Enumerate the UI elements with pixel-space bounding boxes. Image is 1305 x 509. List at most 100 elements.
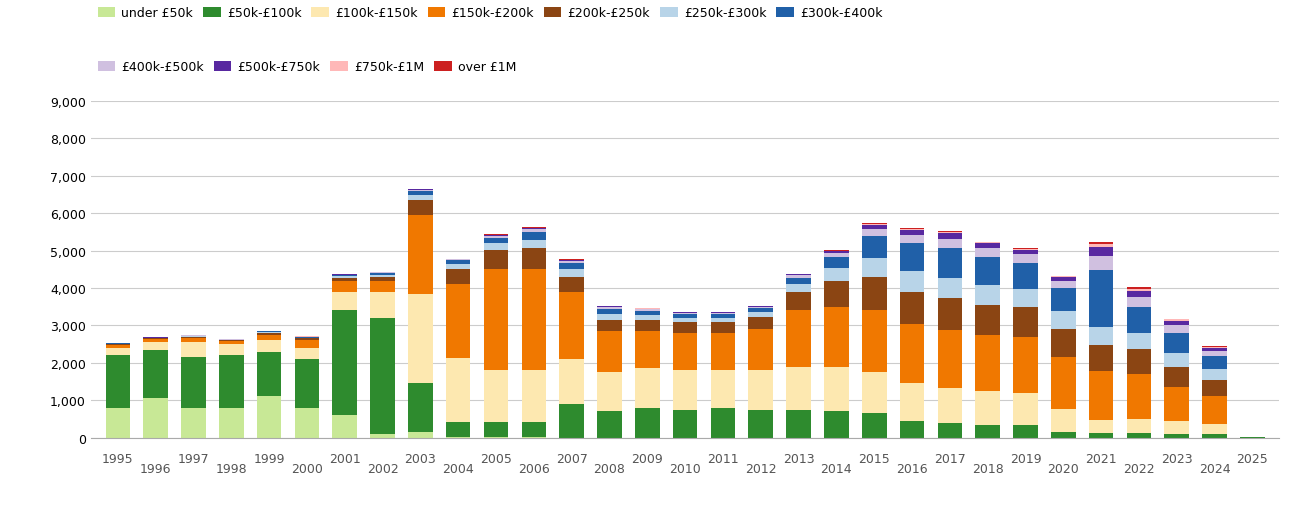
Bar (144, 343, 168, 350)
Bar (937, 278, 962, 298)
Bar (1088, 327, 1113, 346)
Text: 2001: 2001 (329, 452, 360, 465)
Bar (711, 333, 735, 371)
Bar (1051, 289, 1075, 312)
Bar (673, 323, 697, 333)
Bar (484, 236, 509, 237)
Bar (899, 324, 924, 384)
Bar (408, 294, 433, 384)
Text: 2008: 2008 (594, 462, 625, 475)
Bar (219, 341, 244, 342)
Bar (257, 352, 282, 397)
Bar (1164, 319, 1189, 320)
Bar (446, 261, 471, 264)
Bar (975, 335, 1000, 391)
Bar (899, 421, 924, 438)
Bar (1164, 333, 1189, 353)
Bar (1126, 289, 1151, 291)
Bar (861, 259, 886, 277)
Bar (484, 370, 509, 422)
Bar (408, 191, 433, 195)
Bar (144, 350, 168, 399)
Bar (861, 224, 886, 225)
Bar (825, 367, 848, 412)
Bar (1013, 250, 1037, 255)
Bar (181, 338, 206, 343)
Text: 1995: 1995 (102, 452, 133, 465)
Bar (219, 342, 244, 345)
Bar (295, 339, 320, 341)
Bar (1088, 257, 1113, 271)
Bar (446, 437, 471, 438)
Bar (1088, 433, 1113, 438)
Bar (446, 264, 471, 269)
Bar (333, 311, 358, 415)
Bar (825, 412, 848, 438)
Bar (1013, 255, 1037, 263)
Bar (1051, 409, 1075, 432)
Bar (975, 242, 1000, 243)
Bar (1126, 350, 1151, 374)
Bar (899, 292, 924, 324)
Bar (899, 231, 924, 236)
Bar (522, 230, 545, 233)
Text: 2023: 2023 (1161, 452, 1193, 465)
Bar (673, 333, 697, 371)
Text: 2013: 2013 (783, 452, 814, 465)
Bar (749, 410, 773, 438)
Text: 2018: 2018 (972, 462, 1004, 475)
Bar (446, 269, 471, 284)
Bar (598, 306, 621, 307)
Bar (371, 434, 395, 438)
Bar (749, 313, 773, 318)
Bar (598, 331, 621, 373)
Bar (560, 277, 583, 292)
Bar (1202, 347, 1227, 348)
Bar (711, 313, 735, 315)
Bar (1013, 263, 1037, 289)
Bar (522, 249, 545, 269)
Bar (1126, 434, 1151, 438)
Bar (749, 318, 773, 329)
Bar (219, 408, 244, 438)
Text: 2022: 2022 (1124, 462, 1155, 475)
Bar (1126, 288, 1151, 289)
Bar (408, 384, 433, 432)
Bar (446, 422, 471, 437)
Text: 2012: 2012 (745, 462, 776, 475)
Bar (1013, 289, 1037, 308)
Bar (975, 391, 1000, 425)
Text: 2021: 2021 (1086, 452, 1117, 465)
Bar (787, 278, 810, 285)
Bar (333, 292, 358, 311)
Text: 2011: 2011 (707, 452, 739, 465)
Bar (257, 397, 282, 438)
Bar (371, 277, 395, 281)
Bar (560, 359, 583, 404)
Bar (861, 236, 886, 259)
Text: 2025: 2025 (1237, 452, 1268, 465)
Bar (1088, 372, 1113, 420)
Bar (1051, 312, 1075, 329)
Bar (899, 244, 924, 272)
Bar (181, 343, 206, 357)
Bar (295, 337, 320, 338)
Bar (937, 423, 962, 438)
Bar (861, 225, 886, 229)
Text: 1998: 1998 (215, 462, 247, 475)
Bar (598, 412, 621, 438)
Bar (787, 410, 810, 438)
Bar (484, 238, 509, 244)
Bar (749, 308, 773, 313)
Bar (711, 408, 735, 438)
Bar (975, 258, 1000, 286)
Bar (408, 216, 433, 294)
Bar (560, 404, 583, 438)
Bar (106, 345, 130, 348)
Bar (1202, 370, 1227, 380)
Bar (787, 292, 810, 311)
Bar (711, 318, 735, 323)
Text: 2016: 2016 (897, 462, 928, 475)
Bar (673, 315, 697, 318)
Bar (1202, 351, 1227, 356)
